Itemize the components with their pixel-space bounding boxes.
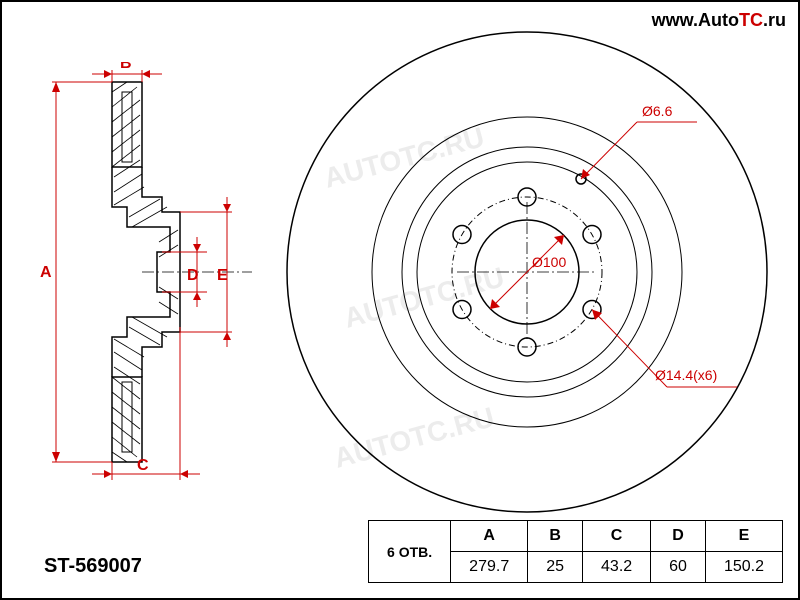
part-number: ST-569007: [44, 555, 142, 578]
dim-value: 279.7: [451, 552, 528, 583]
section-bottom: [112, 272, 180, 462]
dim-A: A: [40, 82, 112, 462]
col-header: E: [705, 521, 782, 552]
svg-text:Ø14.4(x6): Ø14.4(x6): [655, 367, 717, 383]
col-header: C: [583, 521, 651, 552]
svg-text:Ø6.6: Ø6.6: [642, 103, 673, 119]
dim-value: 43.2: [583, 552, 651, 583]
table-row-header: 6 ОТВ.: [369, 521, 451, 583]
col-header: D: [651, 521, 706, 552]
svg-text:C: C: [137, 457, 149, 474]
col-header: A: [451, 521, 528, 552]
svg-text:D: D: [187, 267, 199, 284]
drawing-frame: AUTOTC.RU AUTOTC.RU AUTOTC.RU www.AutoTC…: [0, 0, 800, 600]
svg-text:Ø100: Ø100: [532, 254, 566, 270]
col-header: B: [528, 521, 583, 552]
dim-C: C: [92, 327, 200, 480]
side-section-view: A B C D: [32, 62, 252, 482]
annot-pin-hole: Ø6.6: [581, 103, 697, 179]
dimension-table: 6 ОТВ. A B C D E 279.7 25 43.2 60 150.2: [368, 520, 783, 583]
dim-value: 150.2: [705, 552, 782, 583]
front-view: Ø6.6 Ø100 Ø14.4(x6): [282, 27, 772, 517]
svg-text:B: B: [120, 62, 132, 72]
section-top: [112, 82, 180, 272]
dim-value: 60: [651, 552, 706, 583]
dim-value: 25: [528, 552, 583, 583]
annot-bolt-hole: Ø14.4(x6): [592, 310, 737, 388]
svg-text:E: E: [217, 267, 228, 284]
dim-B: B: [92, 62, 162, 82]
svg-text:A: A: [40, 264, 52, 281]
